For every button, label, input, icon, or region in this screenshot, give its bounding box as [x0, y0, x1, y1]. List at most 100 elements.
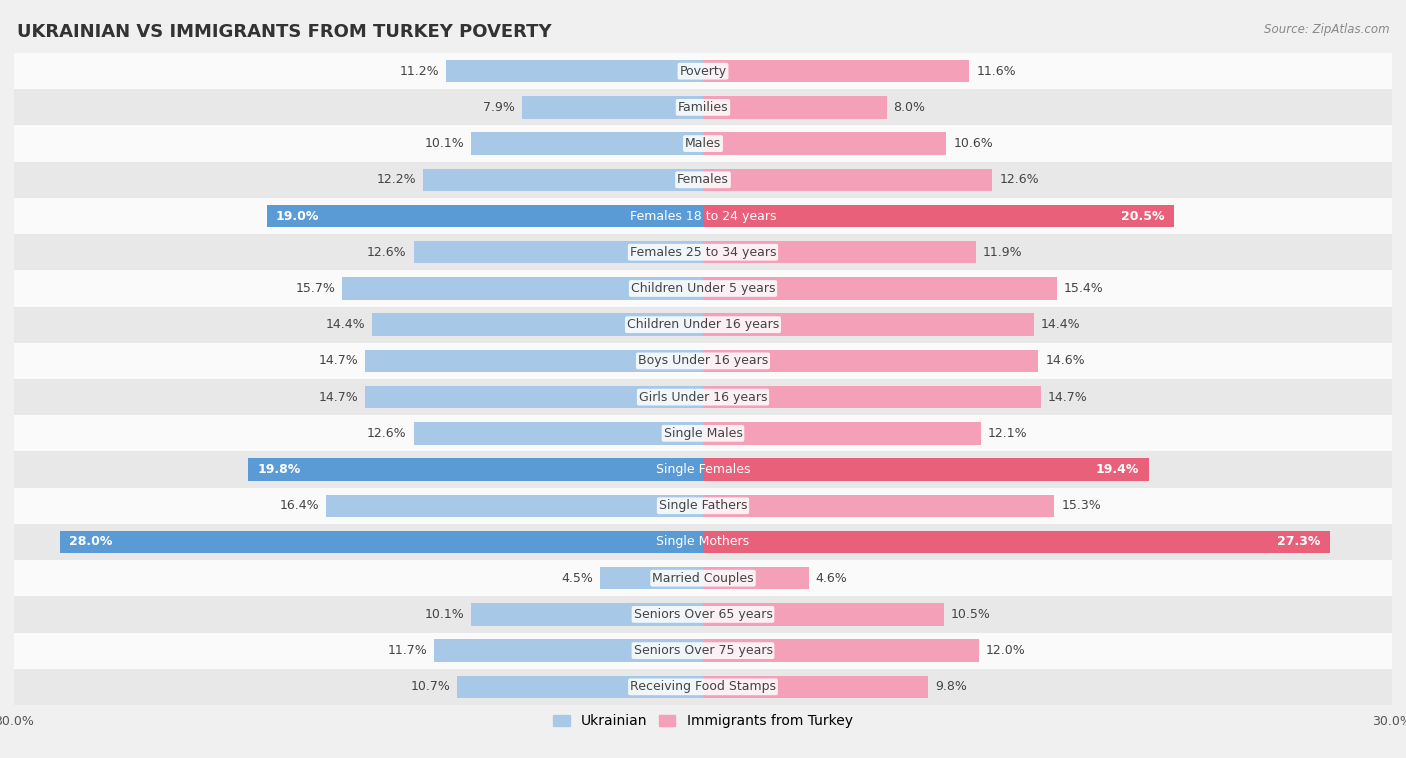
Text: 4.5%: 4.5% — [561, 572, 593, 584]
Bar — [703, 314, 1033, 336]
Bar — [14, 487, 1392, 524]
Bar — [703, 277, 1057, 299]
Text: Single Females: Single Females — [655, 463, 751, 476]
Bar — [60, 531, 703, 553]
Bar — [14, 597, 1392, 632]
Bar — [413, 241, 703, 264]
Bar — [366, 349, 703, 372]
Bar — [703, 531, 1330, 553]
Bar — [14, 415, 1392, 452]
Text: Source: ZipAtlas.com: Source: ZipAtlas.com — [1264, 23, 1389, 36]
Text: 14.7%: 14.7% — [319, 390, 359, 403]
Text: 10.5%: 10.5% — [950, 608, 991, 621]
Bar — [373, 314, 703, 336]
Text: UKRAINIAN VS IMMIGRANTS FROM TURKEY POVERTY: UKRAINIAN VS IMMIGRANTS FROM TURKEY POVE… — [17, 23, 551, 41]
Text: 11.9%: 11.9% — [983, 246, 1022, 258]
Text: 4.6%: 4.6% — [815, 572, 848, 584]
Bar — [413, 422, 703, 444]
Text: 14.7%: 14.7% — [319, 355, 359, 368]
Bar — [703, 422, 981, 444]
Text: 12.1%: 12.1% — [988, 427, 1028, 440]
Text: 14.6%: 14.6% — [1045, 355, 1085, 368]
Bar — [14, 306, 1392, 343]
Text: 19.8%: 19.8% — [257, 463, 301, 476]
Bar — [14, 126, 1392, 161]
Bar — [14, 198, 1392, 234]
Bar — [703, 133, 946, 155]
Text: 11.7%: 11.7% — [388, 644, 427, 657]
Text: 14.4%: 14.4% — [326, 318, 366, 331]
Bar — [703, 494, 1054, 517]
Bar — [703, 386, 1040, 409]
Text: 7.9%: 7.9% — [482, 101, 515, 114]
Bar — [14, 524, 1392, 560]
Bar — [14, 560, 1392, 597]
Text: Families: Families — [678, 101, 728, 114]
Text: 11.2%: 11.2% — [399, 64, 439, 77]
Legend: Ukrainian, Immigrants from Turkey: Ukrainian, Immigrants from Turkey — [548, 709, 858, 734]
Bar — [703, 96, 887, 118]
Bar — [703, 205, 1174, 227]
Bar — [703, 349, 1038, 372]
Text: Children Under 5 years: Children Under 5 years — [631, 282, 775, 295]
Text: 20.5%: 20.5% — [1121, 209, 1164, 223]
Bar — [14, 343, 1392, 379]
Text: Single Mothers: Single Mothers — [657, 535, 749, 549]
Bar — [249, 459, 703, 481]
Bar — [703, 567, 808, 590]
Bar — [423, 168, 703, 191]
Text: 14.7%: 14.7% — [1047, 390, 1087, 403]
Bar — [14, 161, 1392, 198]
Text: Females 18 to 24 years: Females 18 to 24 years — [630, 209, 776, 223]
Bar — [14, 271, 1392, 306]
Bar — [703, 60, 969, 83]
Text: 15.7%: 15.7% — [295, 282, 336, 295]
Text: 12.6%: 12.6% — [367, 427, 406, 440]
Bar — [446, 60, 703, 83]
Bar — [434, 640, 703, 662]
Bar — [14, 53, 1392, 89]
Bar — [267, 205, 703, 227]
Text: Single Males: Single Males — [664, 427, 742, 440]
Text: Seniors Over 75 years: Seniors Over 75 years — [634, 644, 772, 657]
Text: Males: Males — [685, 137, 721, 150]
Text: 28.0%: 28.0% — [69, 535, 112, 549]
Text: 15.3%: 15.3% — [1062, 500, 1101, 512]
Text: 10.1%: 10.1% — [425, 608, 464, 621]
Bar — [366, 386, 703, 409]
Bar — [703, 675, 928, 698]
Text: Receiving Food Stamps: Receiving Food Stamps — [630, 681, 776, 694]
Bar — [599, 567, 703, 590]
Text: Females 25 to 34 years: Females 25 to 34 years — [630, 246, 776, 258]
Text: Poverty: Poverty — [679, 64, 727, 77]
Text: 19.4%: 19.4% — [1095, 463, 1139, 476]
Bar — [326, 494, 703, 517]
Bar — [343, 277, 703, 299]
Bar — [14, 234, 1392, 271]
Text: 12.0%: 12.0% — [986, 644, 1025, 657]
Text: 14.4%: 14.4% — [1040, 318, 1080, 331]
Bar — [14, 632, 1392, 669]
Bar — [14, 452, 1392, 487]
Text: Girls Under 16 years: Girls Under 16 years — [638, 390, 768, 403]
Bar — [14, 379, 1392, 415]
Text: 8.0%: 8.0% — [894, 101, 925, 114]
Bar — [471, 603, 703, 625]
Text: 12.6%: 12.6% — [1000, 174, 1039, 186]
Text: 12.2%: 12.2% — [377, 174, 416, 186]
Text: 27.3%: 27.3% — [1278, 535, 1320, 549]
Text: 10.1%: 10.1% — [425, 137, 464, 150]
Bar — [522, 96, 703, 118]
Text: Children Under 16 years: Children Under 16 years — [627, 318, 779, 331]
Text: 19.0%: 19.0% — [276, 209, 319, 223]
Text: 12.6%: 12.6% — [367, 246, 406, 258]
Bar — [14, 669, 1392, 705]
Text: 11.6%: 11.6% — [976, 64, 1017, 77]
Bar — [703, 241, 976, 264]
Text: 16.4%: 16.4% — [280, 500, 319, 512]
Text: Married Couples: Married Couples — [652, 572, 754, 584]
Text: Boys Under 16 years: Boys Under 16 years — [638, 355, 768, 368]
Text: 15.4%: 15.4% — [1063, 282, 1104, 295]
Text: 10.7%: 10.7% — [411, 681, 450, 694]
Bar — [457, 675, 703, 698]
